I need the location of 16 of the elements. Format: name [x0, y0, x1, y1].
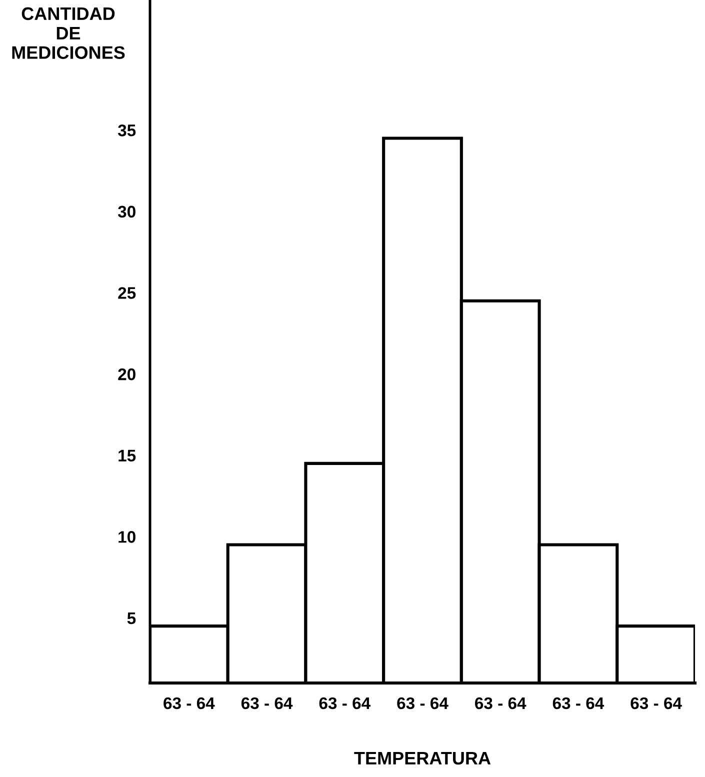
x-tick-label: 63 - 64	[319, 697, 370, 710]
y-axis-title: CANTIDAD DE MEDICIONES	[12, 7, 125, 59]
y-tick-label: 10	[118, 531, 136, 543]
y-tick-label: 30	[118, 206, 136, 218]
x-tick-label: 63 - 64	[241, 697, 293, 710]
x-tick-label: 63 - 64	[397, 697, 448, 710]
x-tick-label: 63 - 64	[552, 697, 604, 710]
y-tick-label: 25	[118, 287, 136, 299]
y-tick-label: 15	[118, 450, 136, 462]
x-tick-label: 63 - 64	[630, 697, 682, 710]
y-tick-label: 20	[118, 368, 136, 380]
y-tick-label: 35	[118, 124, 136, 136]
x-tick-label: 63 - 64	[475, 697, 526, 710]
y-tick-label: 5	[127, 612, 136, 624]
x-axis-title: TEMPERATURA	[354, 752, 491, 765]
x-tick-label: 63 - 64	[164, 697, 215, 710]
